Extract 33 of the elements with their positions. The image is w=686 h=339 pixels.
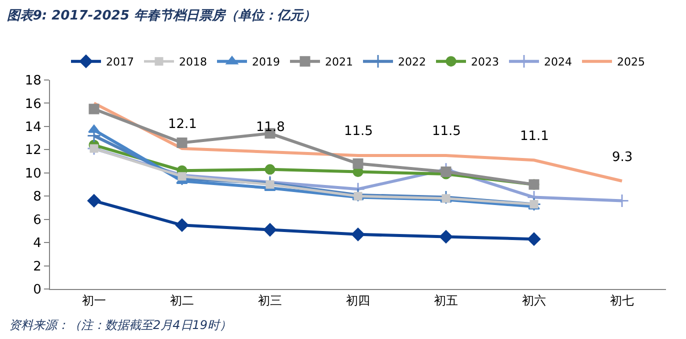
legend-label: 2017 [106,56,134,69]
y-tick-label: 8 [33,190,42,205]
data-label: 9.3 [612,150,633,165]
x-tick-label: 初五 [434,293,458,308]
x-tick-label: 初一 [82,293,106,308]
x-tick-label: 初三 [258,293,282,308]
legend-label: 2025 [617,56,645,69]
legend-label: 2018 [179,56,207,69]
legend-label: 2022 [398,56,426,69]
y-tick-label: 10 [24,166,42,182]
y-tick-label: 16 [24,96,42,112]
data-label: 11.8 [256,120,285,135]
legend-label: 2023 [471,56,499,69]
x-tick-label: 初六 [522,293,546,308]
data-label: 11.1 [520,129,549,144]
y-tick-label: 18 [24,74,42,89]
x-tick-label: 初二 [170,293,194,308]
legend-label: 2021 [325,56,353,69]
chart-title: 图表9: 2017-2025 年春节档日票房（单位：亿元） [6,7,316,24]
x-tick-label: 初七 [610,293,634,308]
data-label: 12.1 [168,117,197,132]
y-tick-label: 6 [33,212,42,228]
data-label: 11.5 [344,124,373,139]
legend-label: 2024 [544,56,572,69]
y-tick-label: 2 [33,259,42,274]
y-tick-label: 0 [33,282,42,298]
legend-label: 2019 [252,56,280,69]
y-tick-label: 4 [33,236,42,252]
data-label: 11.5 [432,124,461,139]
y-tick-label: 12 [24,143,42,158]
text: 资料来源：（注：数据截至2月4日19时） [9,318,232,332]
x-tick-label: 初四 [346,293,370,308]
y-tick-label: 14 [24,120,42,135]
